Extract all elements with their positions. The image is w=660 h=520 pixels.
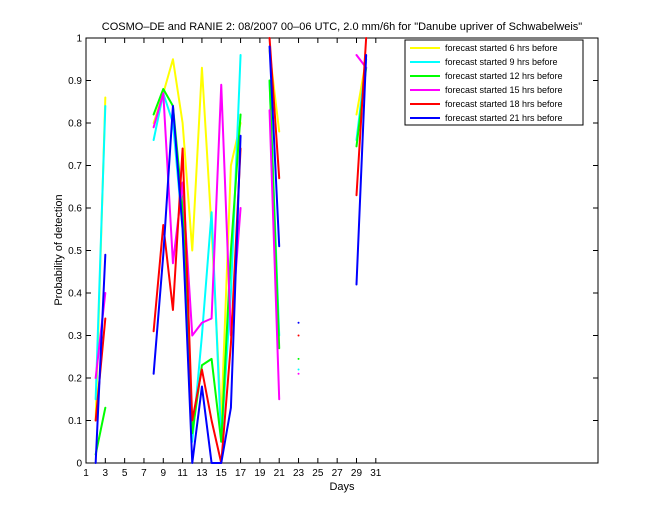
y-tick-label: 0.6	[68, 204, 82, 215]
x-tick-label: 19	[254, 468, 266, 479]
y-tick-label: 0.4	[68, 289, 82, 300]
x-tick-label: 17	[235, 468, 247, 479]
x-tick-label: 13	[196, 468, 208, 479]
legend-label: forecast started 6 hrs before	[445, 43, 558, 53]
y-tick-label: 1	[76, 34, 82, 45]
x-tick-label: 7	[141, 468, 147, 479]
y-tick-label: 0.3	[68, 331, 82, 342]
y-tick-label: 0.5	[68, 246, 82, 257]
x-tick-label: 11	[177, 468, 188, 479]
series-line	[94, 45, 368, 464]
x-tick-label: 31	[370, 468, 382, 479]
y-tick-label: 0.8	[68, 119, 82, 130]
x-tick-label: 29	[351, 468, 363, 479]
legend-label: forecast started 21 hrs before	[445, 113, 563, 123]
x-tick-label: 3	[103, 468, 109, 479]
legend-label: forecast started 18 hrs before	[445, 99, 563, 109]
series-line	[94, 54, 368, 401]
chart-title: COSMO–DE and RANIE 2: 08/2007 00–06 UTC,…	[102, 21, 583, 33]
x-tick-label: 1	[83, 468, 89, 479]
x-tick-label: 5	[122, 468, 128, 479]
y-tick-label: 0.9	[68, 76, 82, 87]
x-axis-label: Days	[329, 481, 355, 493]
y-tick-label: 0.7	[68, 161, 82, 172]
y-tick-label: 0.2	[68, 374, 82, 385]
x-tick-label: 21	[274, 468, 286, 479]
y-tick-label: 0.1	[68, 416, 82, 427]
y-tick-label: 0	[76, 459, 82, 470]
x-tick-label: 27	[332, 468, 344, 479]
legend-label: forecast started 12 hrs before	[445, 71, 563, 81]
legend-label: forecast started 9 hrs before	[445, 57, 558, 67]
x-tick-label: 23	[293, 468, 305, 479]
legend-box	[404, 39, 584, 126]
y-axis-label: Probability of detection	[53, 194, 65, 305]
x-tick-label: 9	[161, 468, 167, 479]
x-tick-label: 15	[216, 468, 228, 479]
x-tick-label: 25	[312, 468, 324, 479]
legend-label: forecast started 15 hrs before	[445, 85, 563, 95]
